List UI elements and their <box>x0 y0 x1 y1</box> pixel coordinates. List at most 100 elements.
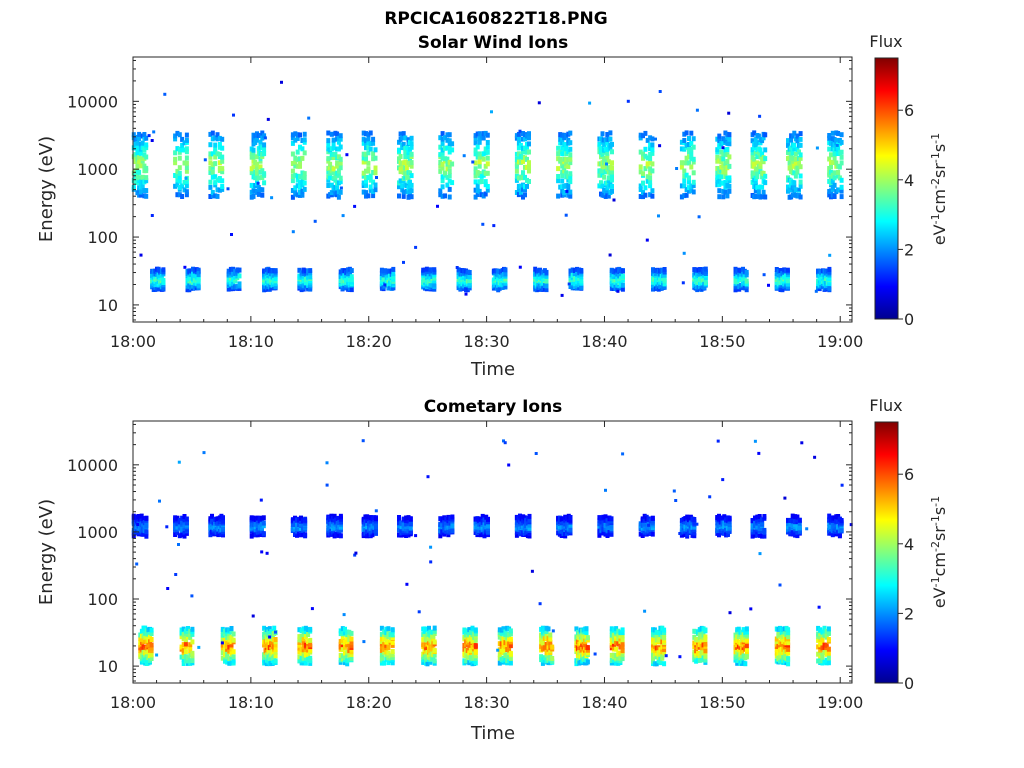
heatmap-cell <box>447 159 452 165</box>
heatmap-cell <box>343 650 347 656</box>
heatmap-cell <box>400 183 405 189</box>
heatmap-cell <box>225 651 230 657</box>
heatmap-cell <box>180 136 185 142</box>
heatmap-cell <box>691 159 696 165</box>
heatmap-cell <box>149 631 154 637</box>
heatmap-cell <box>798 136 803 142</box>
heatmap-cell <box>183 654 188 660</box>
heatmap-cell <box>544 269 549 275</box>
heatmap-cell <box>338 639 343 644</box>
heatmap-cell <box>798 183 803 189</box>
heatmap-cell <box>401 193 406 199</box>
heatmap-cell <box>646 516 651 522</box>
heatmap-cell <box>227 644 232 650</box>
heatmap-cell <box>180 194 185 199</box>
heatmap-cell <box>755 170 760 176</box>
colorbar-title: Flux <box>869 32 902 51</box>
heatmap-cell <box>572 276 577 282</box>
colorbar <box>874 57 899 320</box>
heatmap-cell <box>479 179 484 184</box>
heatmap-cell <box>231 654 236 660</box>
heatmap-cell <box>564 146 569 151</box>
heatmap-cell <box>653 276 658 282</box>
heatmap-cell <box>366 136 371 142</box>
heatmap-cell <box>297 273 302 279</box>
heatmap-cell <box>340 647 345 653</box>
heatmap-cell <box>223 658 227 664</box>
heatmap-cell <box>386 639 391 645</box>
heatmap-cell <box>298 180 302 186</box>
heatmap-cell <box>758 161 763 167</box>
heatmap-cell <box>217 144 222 150</box>
heatmap-cell <box>233 284 238 290</box>
heatmap-cell <box>643 130 648 136</box>
heatmap-cell <box>753 529 757 535</box>
heatmap-cell <box>480 513 485 519</box>
heatmap-cell <box>440 141 445 147</box>
heatmap-cell <box>763 194 768 200</box>
heatmap-cell <box>273 647 278 652</box>
heatmap-cell <box>303 625 308 631</box>
heatmap-cell <box>758 114 762 118</box>
heatmap-cell <box>409 188 414 194</box>
heatmap-cell <box>131 533 136 539</box>
heatmap-cell <box>184 520 189 526</box>
heatmap-cell <box>641 133 645 139</box>
heatmap-cell <box>303 642 308 648</box>
heatmap-cell <box>609 652 614 658</box>
heatmap-cell <box>180 520 185 526</box>
heatmap-cell <box>273 642 278 648</box>
heatmap-cell <box>390 652 395 658</box>
heatmap-cell <box>473 179 478 185</box>
heatmap-cell <box>338 189 343 195</box>
heatmap-cell <box>229 639 234 645</box>
heatmap-cell <box>220 637 225 643</box>
heatmap-cell <box>273 281 278 287</box>
heatmap-cell <box>445 174 450 180</box>
heatmap-cell <box>556 174 561 179</box>
heatmap-cell <box>687 149 691 155</box>
heatmap-cell <box>443 145 447 151</box>
heatmap-cell <box>368 187 373 193</box>
heatmap-cell <box>723 137 728 143</box>
heatmap-cell <box>691 179 696 185</box>
heatmap-cell <box>422 634 427 640</box>
heatmap-cell <box>273 653 278 659</box>
heatmap-cell <box>603 514 608 520</box>
heatmap-cell <box>301 647 306 653</box>
heatmap-cell <box>620 286 625 292</box>
heatmap-cell <box>371 136 376 142</box>
heatmap-cell <box>290 151 295 157</box>
heatmap-cell <box>293 172 298 178</box>
heatmap-cell <box>299 650 304 656</box>
heatmap-cell <box>797 517 802 523</box>
heatmap-cell <box>795 517 800 523</box>
heatmap-cell <box>208 165 213 171</box>
heatmap-cell <box>144 135 149 141</box>
heatmap-cell <box>564 163 569 169</box>
heatmap-cell <box>217 135 222 141</box>
heatmap-cell <box>366 150 371 156</box>
heatmap-cell <box>308 660 313 666</box>
heatmap-cell <box>721 163 726 169</box>
heatmap-cell <box>544 283 549 289</box>
heatmap-cell <box>684 160 689 166</box>
heatmap-cell <box>400 135 405 141</box>
heatmap-cell <box>215 151 220 157</box>
heatmap-cell <box>226 268 231 274</box>
heatmap-cell <box>345 652 350 658</box>
heatmap-cell <box>609 526 614 532</box>
heatmap-cell <box>609 643 614 648</box>
heatmap-cell <box>249 170 254 176</box>
heatmap-cell <box>226 286 231 292</box>
heatmap-cell <box>297 658 302 664</box>
heatmap-cell <box>601 526 606 532</box>
heatmap-cell <box>231 284 235 290</box>
heatmap-cell <box>675 167 679 170</box>
heatmap-cell <box>575 271 579 277</box>
heatmap-cell <box>397 193 401 199</box>
heatmap-cell <box>620 282 625 288</box>
heatmap-cell <box>761 135 766 141</box>
heatmap-cell <box>760 526 765 531</box>
heatmap-cell <box>722 514 727 520</box>
